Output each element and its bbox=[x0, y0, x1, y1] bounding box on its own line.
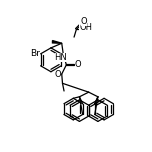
Polygon shape bbox=[52, 41, 62, 43]
Text: HN: HN bbox=[55, 53, 67, 62]
Text: Br: Br bbox=[30, 49, 40, 58]
Text: O: O bbox=[75, 60, 81, 69]
Text: OH: OH bbox=[79, 23, 92, 32]
Text: O: O bbox=[55, 70, 61, 79]
Text: O: O bbox=[81, 17, 87, 26]
